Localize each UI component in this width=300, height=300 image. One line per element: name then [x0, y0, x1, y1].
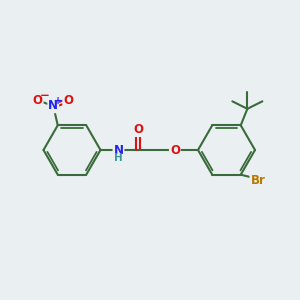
Text: +: +	[54, 96, 62, 106]
Text: −: −	[39, 88, 49, 101]
Text: O: O	[33, 94, 43, 107]
Text: O: O	[63, 94, 73, 107]
Text: N: N	[113, 143, 124, 157]
Text: O: O	[170, 143, 180, 157]
Text: Br: Br	[250, 174, 265, 187]
Text: O: O	[133, 123, 143, 136]
Text: N: N	[48, 99, 58, 112]
Text: H: H	[114, 153, 123, 164]
